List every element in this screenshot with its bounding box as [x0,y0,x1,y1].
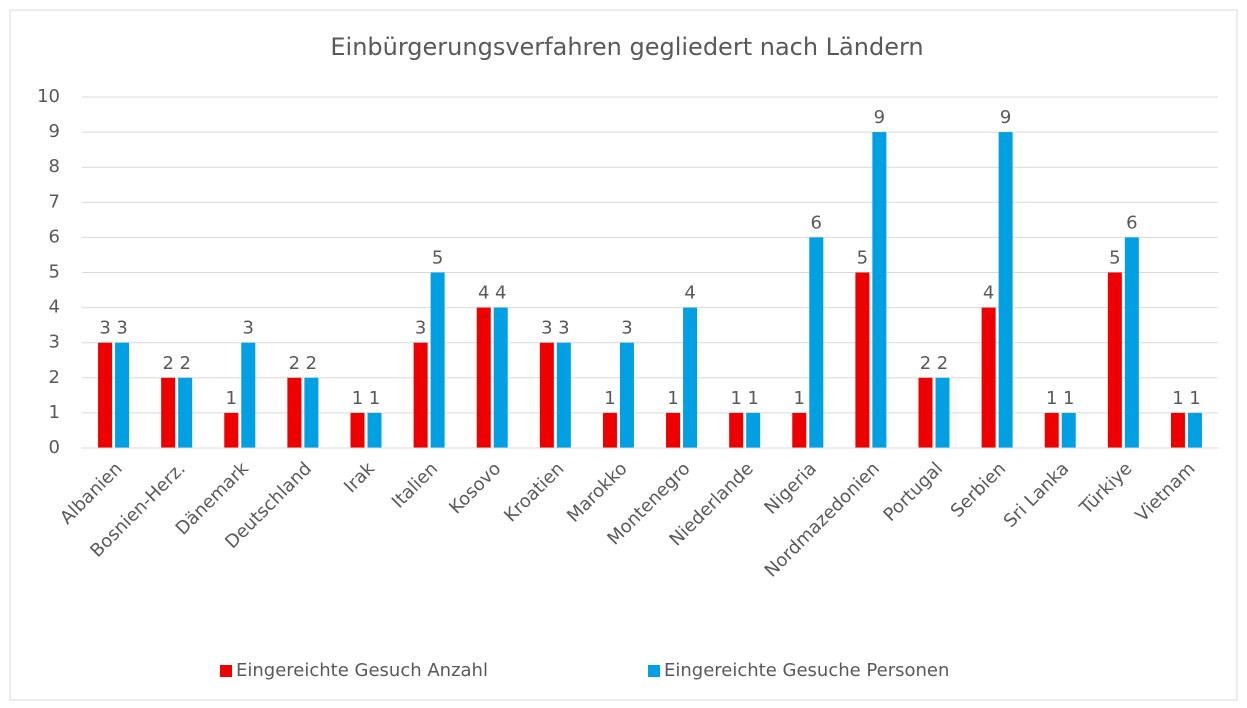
bar [1187,412,1202,448]
bar [981,307,996,448]
value-label: 5 [432,248,443,269]
value-label: 9 [874,107,885,128]
bar [998,132,1013,448]
value-label: 2 [920,353,931,374]
bar [1107,272,1122,448]
value-label: 1 [1063,388,1074,409]
value-label: 1 [369,388,380,409]
y-tick-label: 1 [49,402,60,423]
bar [666,412,681,448]
bar [619,342,634,448]
value-label: 1 [667,388,678,409]
bar [493,307,508,448]
value-label: 3 [621,318,632,339]
bar [350,412,365,448]
bar [287,377,302,448]
legend-swatch [220,665,232,677]
bar [1044,412,1059,448]
value-label: 1 [604,388,615,409]
value-label: 3 [415,318,426,339]
value-label: 5 [1109,248,1120,269]
bar [413,342,428,448]
value-label: 4 [684,283,695,304]
y-tick-label: 3 [49,332,60,353]
value-label: 2 [937,353,948,374]
value-label: 5 [857,248,868,269]
bar [792,412,807,448]
value-label: 1 [730,388,741,409]
bar [304,377,319,448]
value-label: 2 [179,353,190,374]
value-label: 4 [495,283,506,304]
y-tick-label: 0 [49,437,60,458]
bar [729,412,744,448]
bar [161,377,176,448]
value-label: 3 [243,318,254,339]
bar [1061,412,1076,448]
bar [1170,412,1185,448]
bar [115,342,130,448]
value-label: 1 [794,388,805,409]
y-tick-label: 5 [49,262,60,283]
value-label: 1 [352,388,363,409]
chart-title: Einbürgerungsverfahren gegliedert nach L… [330,33,923,61]
y-tick-label: 4 [49,297,60,318]
y-tick-label: 6 [49,226,60,247]
bar [746,412,761,448]
bar [430,272,445,448]
value-label: 1 [226,388,237,409]
bar [178,377,193,448]
bar [602,412,617,448]
bar [809,237,824,448]
value-label: 3 [116,318,127,339]
bar [1124,237,1139,448]
y-tick-label: 2 [49,367,60,388]
bar [224,412,239,448]
y-tick-label: 10 [37,86,60,107]
legend-label: Eingereichte Gesuche Personen [664,660,949,681]
bar [918,377,933,448]
value-label: 1 [1189,388,1200,409]
y-tick-label: 9 [49,121,60,142]
value-label: 3 [99,318,110,339]
value-label: 9 [1000,107,1011,128]
value-label: 3 [558,318,569,339]
value-label: 6 [811,212,822,233]
value-label: 2 [306,353,317,374]
y-tick-label: 7 [49,191,60,212]
bar [98,342,113,448]
y-tick-label: 8 [49,156,60,177]
bar [539,342,554,448]
value-label: 1 [1172,388,1183,409]
bar [683,307,698,448]
value-label: 4 [478,283,489,304]
legend-label: Eingereichte Gesuch Anzahl [236,660,488,681]
value-label: 1 [1046,388,1057,409]
value-label: 3 [541,318,552,339]
bar [872,132,887,448]
bar [241,342,256,448]
value-label: 2 [289,353,300,374]
value-label: 1 [747,388,758,409]
value-label: 6 [1126,212,1137,233]
value-label: 2 [162,353,173,374]
bar [556,342,571,448]
bar [935,377,950,448]
value-label: 4 [983,283,994,304]
bar [367,412,382,448]
bar [855,272,870,448]
legend-swatch [648,665,660,677]
bar [476,307,491,448]
